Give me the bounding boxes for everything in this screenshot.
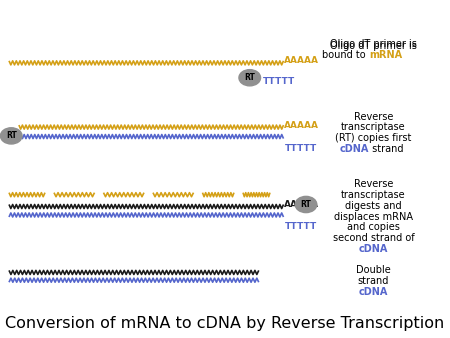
Text: strand: strand: [369, 144, 404, 154]
Text: displaces mRNA: displaces mRNA: [334, 212, 413, 222]
Text: Conversion of mRNA to cDNA by Reverse Transcription: Conversion of mRNA to cDNA by Reverse Tr…: [5, 316, 445, 331]
Text: mRNA: mRNA: [369, 50, 402, 60]
Text: (RT) copies first: (RT) copies first: [335, 133, 412, 143]
Text: TTTTT: TTTTT: [284, 222, 317, 231]
Text: AAAAA: AAAAA: [284, 121, 319, 129]
Text: Oligo dT primer is: Oligo dT primer is: [330, 41, 417, 51]
Text: RT: RT: [6, 131, 17, 140]
Text: bound to: bound to: [322, 50, 369, 60]
Text: strand: strand: [358, 276, 389, 286]
Text: second strand of: second strand of: [333, 233, 414, 243]
Text: Reverse: Reverse: [354, 179, 393, 189]
Text: cDNA: cDNA: [359, 287, 388, 297]
Text: transcriptase: transcriptase: [341, 190, 406, 200]
Text: AAAAA: AAAAA: [284, 200, 319, 209]
Text: cDNA: cDNA: [359, 244, 388, 254]
Text: Reverse: Reverse: [354, 112, 393, 122]
Text: transcriptase: transcriptase: [341, 122, 406, 132]
Text: digests and: digests and: [345, 201, 402, 211]
Text: AAAAA: AAAAA: [284, 56, 319, 65]
Text: and copies: and copies: [347, 222, 400, 233]
Circle shape: [0, 128, 22, 144]
Text: Double: Double: [356, 265, 391, 275]
Circle shape: [239, 70, 261, 86]
Text: cDNA: cDNA: [340, 144, 369, 154]
Text: Oligo dT primer is: Oligo dT primer is: [330, 39, 417, 49]
Text: TTTTT: TTTTT: [284, 144, 317, 152]
Text: RT: RT: [244, 73, 255, 82]
Circle shape: [295, 196, 317, 213]
Text: RT: RT: [301, 200, 311, 209]
Text: TTTTT: TTTTT: [263, 77, 295, 86]
